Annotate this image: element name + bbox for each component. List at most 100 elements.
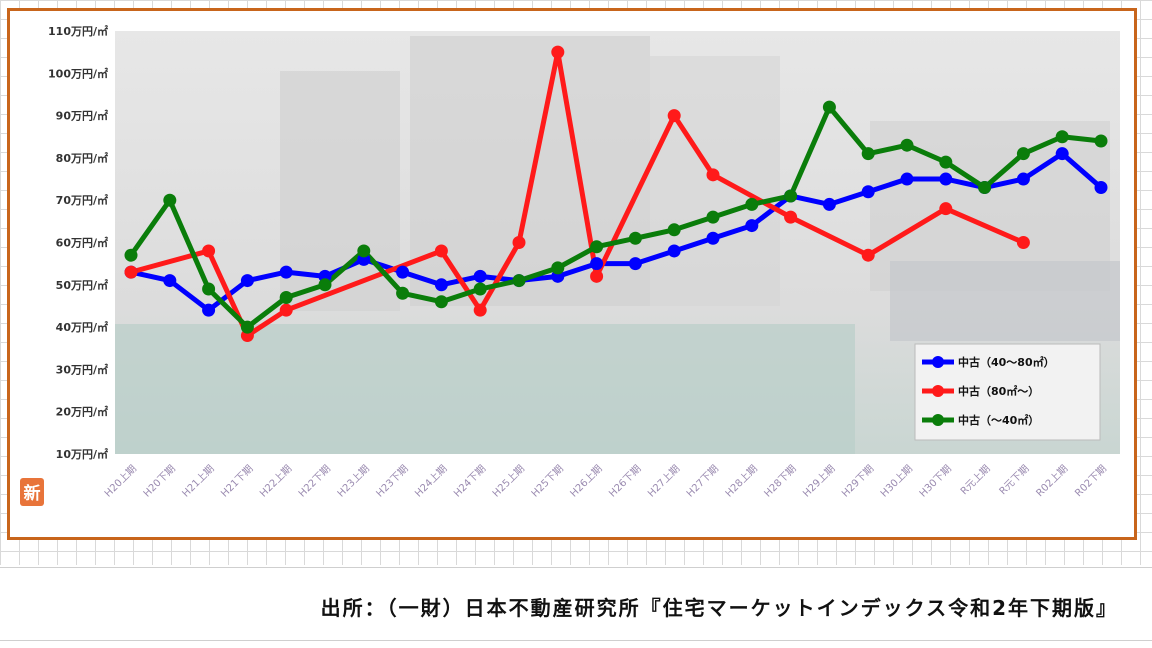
x-tick-label: H22下期 xyxy=(296,463,333,500)
data-point xyxy=(279,265,293,279)
data-point xyxy=(318,278,332,292)
data-point xyxy=(900,138,914,152)
data-point xyxy=(667,244,681,258)
y-tick-label: 100万円/㎡ xyxy=(48,66,108,80)
x-tick-label: H20下期 xyxy=(141,463,178,500)
y-tick-label: 110万円/㎡ xyxy=(48,24,108,38)
y-tick-label: 10万円/㎡ xyxy=(56,447,108,461)
data-point xyxy=(202,303,216,317)
data-point xyxy=(396,286,410,300)
data-point xyxy=(551,45,565,59)
data-point xyxy=(861,147,875,161)
x-tick-label: H30上期 xyxy=(878,463,915,500)
x-tick-label: H22上期 xyxy=(257,463,294,500)
legend-swatch-marker xyxy=(932,356,944,368)
data-point xyxy=(124,265,138,279)
data-point xyxy=(124,248,138,262)
legend-label: 中古（～40㎡） xyxy=(958,413,1039,427)
data-point xyxy=(745,197,759,211)
data-point xyxy=(1016,236,1030,249)
legend-label: 中古（40～80㎡） xyxy=(958,355,1055,369)
data-point xyxy=(706,231,720,245)
source-citation: 出所：（一財）日本不動産研究所『住宅マーケットインデックス令和2年下期版』 xyxy=(320,596,1118,620)
data-point xyxy=(473,303,487,317)
data-point xyxy=(706,168,720,182)
x-tick-label: H29上期 xyxy=(801,463,838,500)
data-point xyxy=(861,185,875,199)
data-point xyxy=(861,248,875,262)
x-tick-label: H28下期 xyxy=(762,463,799,500)
data-point xyxy=(512,236,526,249)
y-tick-label: 80万円/㎡ xyxy=(56,151,108,165)
data-point xyxy=(900,172,914,186)
x-axis: H20上期 H20下期 H21上期 H21下期 H22上期 H22下期 H23上期 H23下期… xyxy=(102,463,1109,500)
y-tick-label: 70万円/㎡ xyxy=(56,193,108,207)
chart-frame: 10万円/㎡ 20万円/㎡ 30万円/㎡ 40万円/㎡ 50万円/㎡ 60万円/㎡ 70万円… xyxy=(7,8,1137,540)
legend-swatch-marker xyxy=(932,414,944,426)
x-tick-label: H27上期 xyxy=(645,463,682,500)
y-tick-label: 20万円/㎡ xyxy=(56,405,108,419)
data-point xyxy=(667,109,681,123)
x-tick-label: H20上期 xyxy=(102,463,139,500)
data-point xyxy=(240,320,254,334)
data-point xyxy=(978,181,992,195)
data-point xyxy=(939,155,953,169)
data-point xyxy=(202,244,216,258)
y-tick-label: 50万円/㎡ xyxy=(56,278,108,292)
x-tick-label: H24下期 xyxy=(451,463,488,500)
data-point xyxy=(434,244,448,258)
data-point xyxy=(1016,147,1030,161)
data-point xyxy=(434,295,448,309)
data-point xyxy=(551,261,565,275)
y-axis: 10万円/㎡ 20万円/㎡ 30万円/㎡ 40万円/㎡ 50万円/㎡ 60万円/㎡ 70万円… xyxy=(48,24,108,461)
data-point xyxy=(357,244,371,258)
y-tick-label: 60万円/㎡ xyxy=(56,236,108,250)
data-point xyxy=(590,257,604,271)
x-tick-label: H21下期 xyxy=(219,463,256,500)
x-tick-label: H26上期 xyxy=(568,463,605,500)
data-point xyxy=(1055,147,1069,161)
line-chart: 10万円/㎡ 20万円/㎡ 30万円/㎡ 40万円/㎡ 50万円/㎡ 60万円/㎡ 70万円… xyxy=(20,24,1120,506)
data-point xyxy=(1094,181,1108,195)
data-point xyxy=(1094,134,1108,148)
data-point xyxy=(1016,172,1030,186)
data-point xyxy=(473,269,487,283)
data-point xyxy=(163,193,177,207)
x-tick-label: R02下期 xyxy=(1073,463,1110,500)
data-point xyxy=(163,274,177,288)
x-tick-label: H25下期 xyxy=(529,463,566,500)
x-tick-label: H23上期 xyxy=(335,463,372,500)
data-point xyxy=(512,274,526,288)
x-tick-label: H25上期 xyxy=(490,463,527,500)
data-point xyxy=(822,197,836,211)
x-tick-label: R元上期 xyxy=(958,463,993,498)
x-tick-label: R02上期 xyxy=(1034,463,1071,500)
data-point xyxy=(706,210,720,224)
data-point xyxy=(784,210,798,224)
data-point xyxy=(667,223,681,237)
y-tick-label: 40万円/㎡ xyxy=(56,320,108,334)
data-point xyxy=(396,265,410,279)
y-tick-label: 90万円/㎡ xyxy=(56,109,108,123)
data-point xyxy=(202,282,216,296)
data-point xyxy=(628,231,642,245)
data-point xyxy=(240,274,254,288)
data-point xyxy=(1055,130,1069,144)
data-point xyxy=(939,172,953,186)
data-point xyxy=(590,240,604,254)
x-tick-label: H21上期 xyxy=(180,463,217,500)
data-point xyxy=(628,257,642,271)
data-point xyxy=(939,202,953,216)
data-point xyxy=(745,219,759,233)
shin-badge-icon: 新 xyxy=(20,478,44,506)
x-tick-label: H27下期 xyxy=(684,463,721,500)
x-tick-label: H28上期 xyxy=(723,463,760,500)
x-tick-label: H24上期 xyxy=(413,463,450,500)
x-tick-label: H26下期 xyxy=(607,463,644,500)
data-point xyxy=(822,100,836,114)
data-point xyxy=(784,189,798,203)
x-tick-label: R元下期 xyxy=(997,463,1032,498)
x-tick-label: H30下期 xyxy=(917,463,954,500)
logo-text: 新 xyxy=(24,483,41,504)
legend-label: 中古（80㎡～） xyxy=(958,384,1039,398)
